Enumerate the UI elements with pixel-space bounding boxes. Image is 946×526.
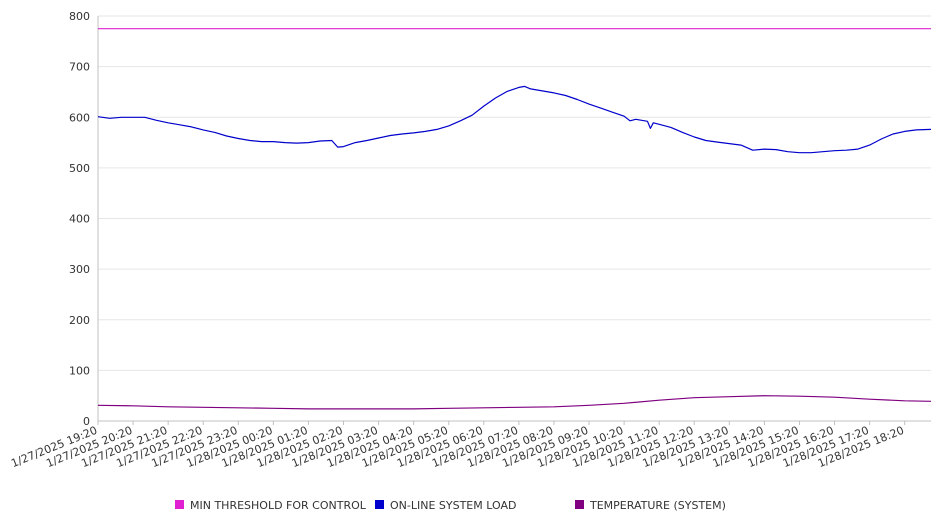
y-tick-label-800: 800 bbox=[69, 10, 90, 23]
y-tick-label-600: 600 bbox=[69, 111, 90, 124]
y-tick-label-200: 200 bbox=[69, 314, 90, 327]
legend-swatch-min-threshold bbox=[175, 500, 184, 509]
legend-swatch-temperature bbox=[575, 500, 584, 509]
y-axis: 0 100 200 300 400 500 600 700 800 bbox=[69, 10, 99, 428]
legend-item-system-load[interactable]: ON-LINE SYSTEM LOAD bbox=[375, 499, 516, 512]
y-tick-label-700: 700 bbox=[69, 61, 90, 74]
y-tick-label-100: 100 bbox=[69, 364, 90, 377]
legend-item-temperature[interactable]: TEMPERATURE (SYSTEM) bbox=[575, 499, 726, 512]
gridlines bbox=[98, 15, 931, 371]
legend-label-min-threshold: MIN THRESHOLD FOR CONTROL bbox=[190, 499, 367, 512]
y-tick-label-400: 400 bbox=[69, 213, 90, 226]
y-tick-label-0: 0 bbox=[83, 415, 90, 428]
y-tick-label-300: 300 bbox=[69, 263, 90, 276]
legend: MIN THRESHOLD FOR CONTROL ON-LINE SYSTEM… bbox=[175, 499, 726, 512]
x-axis: 1/27/2025 19:201/27/2025 20:201/27/2025 … bbox=[9, 420, 931, 470]
legend-item-min-threshold[interactable]: MIN THRESHOLD FOR CONTROL bbox=[175, 499, 367, 512]
y-tick-label-500: 500 bbox=[69, 162, 90, 175]
series-line-temperature-system[interactable] bbox=[97, 395, 932, 410]
legend-swatch-system-load bbox=[375, 500, 384, 509]
series-lines bbox=[97, 28, 932, 410]
series-line-on-line-system-load[interactable] bbox=[97, 85, 932, 154]
legend-label-system-load: ON-LINE SYSTEM LOAD bbox=[390, 499, 516, 512]
legend-label-temperature: TEMPERATURE (SYSTEM) bbox=[589, 499, 726, 512]
